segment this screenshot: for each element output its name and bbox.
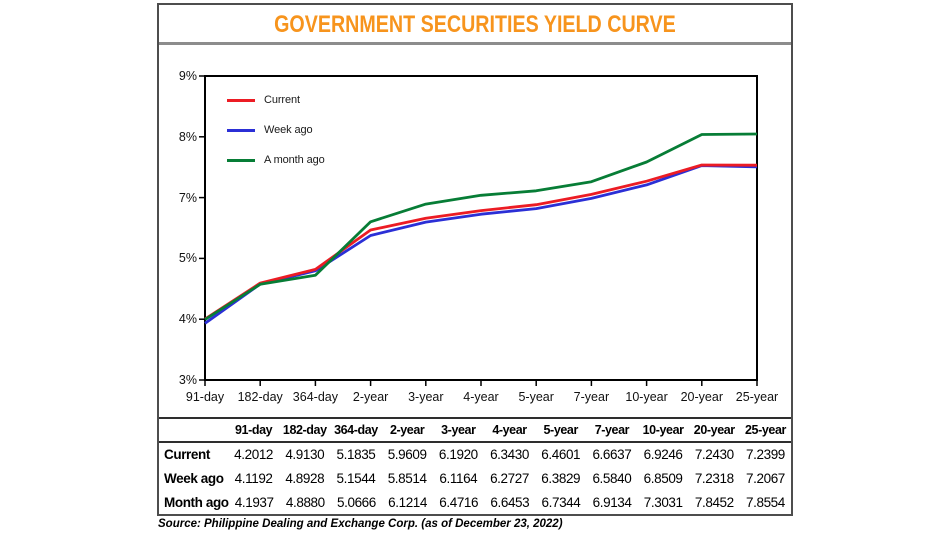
table-cell: 4.1192 (234, 471, 273, 486)
column-header: 25-year (744, 423, 786, 437)
y-axis-tick-label: 9% (178, 69, 197, 83)
page-title: GOVERNMENT SECURITIES YIELD CURVE (274, 11, 676, 38)
x-axis-tick-label: 91-day (185, 390, 225, 404)
table-cell: 5.8514 (387, 471, 427, 486)
yield-curve-chart: 9% 8% 7% 5% 4% 3% 91-day 182-day 364-day 2-year 3… (159, 45, 791, 417)
column-header: 364-day (334, 423, 378, 437)
legend-swatch-month-ago (227, 158, 255, 162)
x-axis-tick-label: 364-day (292, 390, 338, 404)
column-header: 3-year (441, 423, 476, 437)
series-line-week-ago (204, 164, 758, 325)
table-cell: 4.9130 (285, 447, 325, 463)
table-cell: 6.5840 (592, 471, 632, 486)
table-cell: 7.2399 (746, 447, 785, 463)
table-cell: 7.2067 (746, 471, 785, 486)
table-cell: 7.8554 (746, 494, 785, 510)
column-header: 7-year (594, 423, 630, 437)
column-header: 2-year (389, 423, 425, 437)
table-cell: 6.3430 (490, 447, 529, 463)
x-axis-tick-label: 2-year (352, 390, 389, 404)
table-cell: 6.2727 (490, 471, 529, 486)
row-label: Current (164, 447, 210, 463)
series-line-month-ago (204, 132, 758, 321)
x-axis-tick-label: 25-year (735, 390, 779, 404)
table-cell: 7.2430 (694, 447, 734, 463)
x-axis-tick-label: 4-year (463, 390, 499, 404)
table-cell: 6.1214 (388, 494, 428, 510)
title-divider (159, 42, 791, 45)
table-cell: 6.6637 (592, 447, 632, 463)
x-axis-tick-label: 20-year (680, 390, 723, 404)
column-header: 5-year (543, 423, 579, 437)
table-cell: 6.9134 (592, 494, 632, 510)
table-cell: 6.8509 (643, 471, 683, 486)
x-axis-tick-label: 182-day (237, 390, 283, 404)
table-cell: 7.2318 (694, 471, 734, 486)
column-header: 91-day (234, 423, 273, 437)
column-header: 10-year (642, 423, 684, 437)
table-cell: 7.3031 (643, 494, 683, 510)
legend-item-current: Current (227, 85, 325, 115)
table-cell: 6.9246 (643, 447, 683, 463)
data-table: 91-day 182-day 364-day 2-year 3-year 4-year 5-… (159, 417, 791, 514)
table-cell: 6.1164 (439, 471, 478, 486)
table-row: Current 4.2012 4.9130 5.1835 5.9609 6.1920 6.3… (159, 443, 791, 467)
table-row: Month ago 4.1937 4.8880 5.0666 6.1214 6.4716 6… (159, 490, 791, 514)
source-note: Source: Philippine Dealing and Exchange … (158, 518, 563, 530)
column-header: 20-year (693, 423, 735, 437)
row-label: Month ago (164, 494, 229, 510)
table-cell: 4.8928 (285, 471, 325, 486)
legend-item-week-ago: Week ago (227, 115, 325, 145)
legend-item-month-ago: A month ago (227, 145, 325, 175)
table-cell: 5.0666 (337, 494, 376, 510)
figure-panel: GOVERNMENT SECURITIES YIELD CURVE 9% 8% 7%… (157, 3, 793, 516)
plot-area (199, 75, 758, 386)
legend-label: Current (264, 94, 300, 106)
table-cell: 6.1920 (438, 447, 478, 463)
legend-swatch-week-ago (227, 128, 255, 132)
legend: Current Week ago A month ago (227, 85, 325, 175)
legend-swatch-current (227, 98, 255, 102)
table-cell: 6.4716 (439, 494, 479, 510)
table-header-row: 91-day 182-day 364-day 2-year 3-year 4-year 5-… (159, 419, 791, 443)
table-cell: 5.9609 (387, 447, 427, 463)
table-cell: 6.7344 (541, 494, 581, 510)
table-cell: 4.2012 (234, 447, 274, 463)
column-header: 182-day (282, 423, 327, 437)
title-bar: GOVERNMENT SECURITIES YIELD CURVE (159, 11, 791, 39)
table-cell: 5.1544 (336, 471, 376, 486)
column-header: 4-year (492, 423, 527, 437)
legend-label: A month ago (264, 154, 325, 166)
y-axis-tick-label: 4% (178, 312, 197, 327)
table-cell: 6.3829 (541, 471, 581, 486)
table-row: Week ago 4.1192 4.8928 5.1544 5.8514 6.1164 6.… (159, 467, 791, 491)
y-axis-tick-label: 3% (178, 373, 197, 387)
table-cell: 4.8880 (285, 494, 325, 510)
row-label: Week ago (164, 471, 224, 486)
x-axis-tick-label: 7-year (573, 390, 610, 404)
x-axis-tick-label: 10-year (625, 390, 668, 404)
x-axis-tick-label: 3-year (408, 390, 444, 404)
table-cell: 6.6453 (490, 494, 530, 510)
legend-label: Week ago (264, 124, 313, 136)
table-cell: 6.4601 (541, 447, 581, 463)
x-axis-tick-label: 5-year (518, 390, 554, 404)
series-line-current (204, 163, 758, 321)
table-cell: 4.1937 (234, 494, 274, 510)
table-cell: 5.1835 (336, 447, 376, 463)
table-cell: 7.8452 (694, 494, 734, 510)
y-axis-tick-label: 7% (178, 190, 197, 205)
y-axis-tick-label: 5% (178, 251, 197, 266)
y-axis-tick-label: 8% (178, 129, 197, 144)
